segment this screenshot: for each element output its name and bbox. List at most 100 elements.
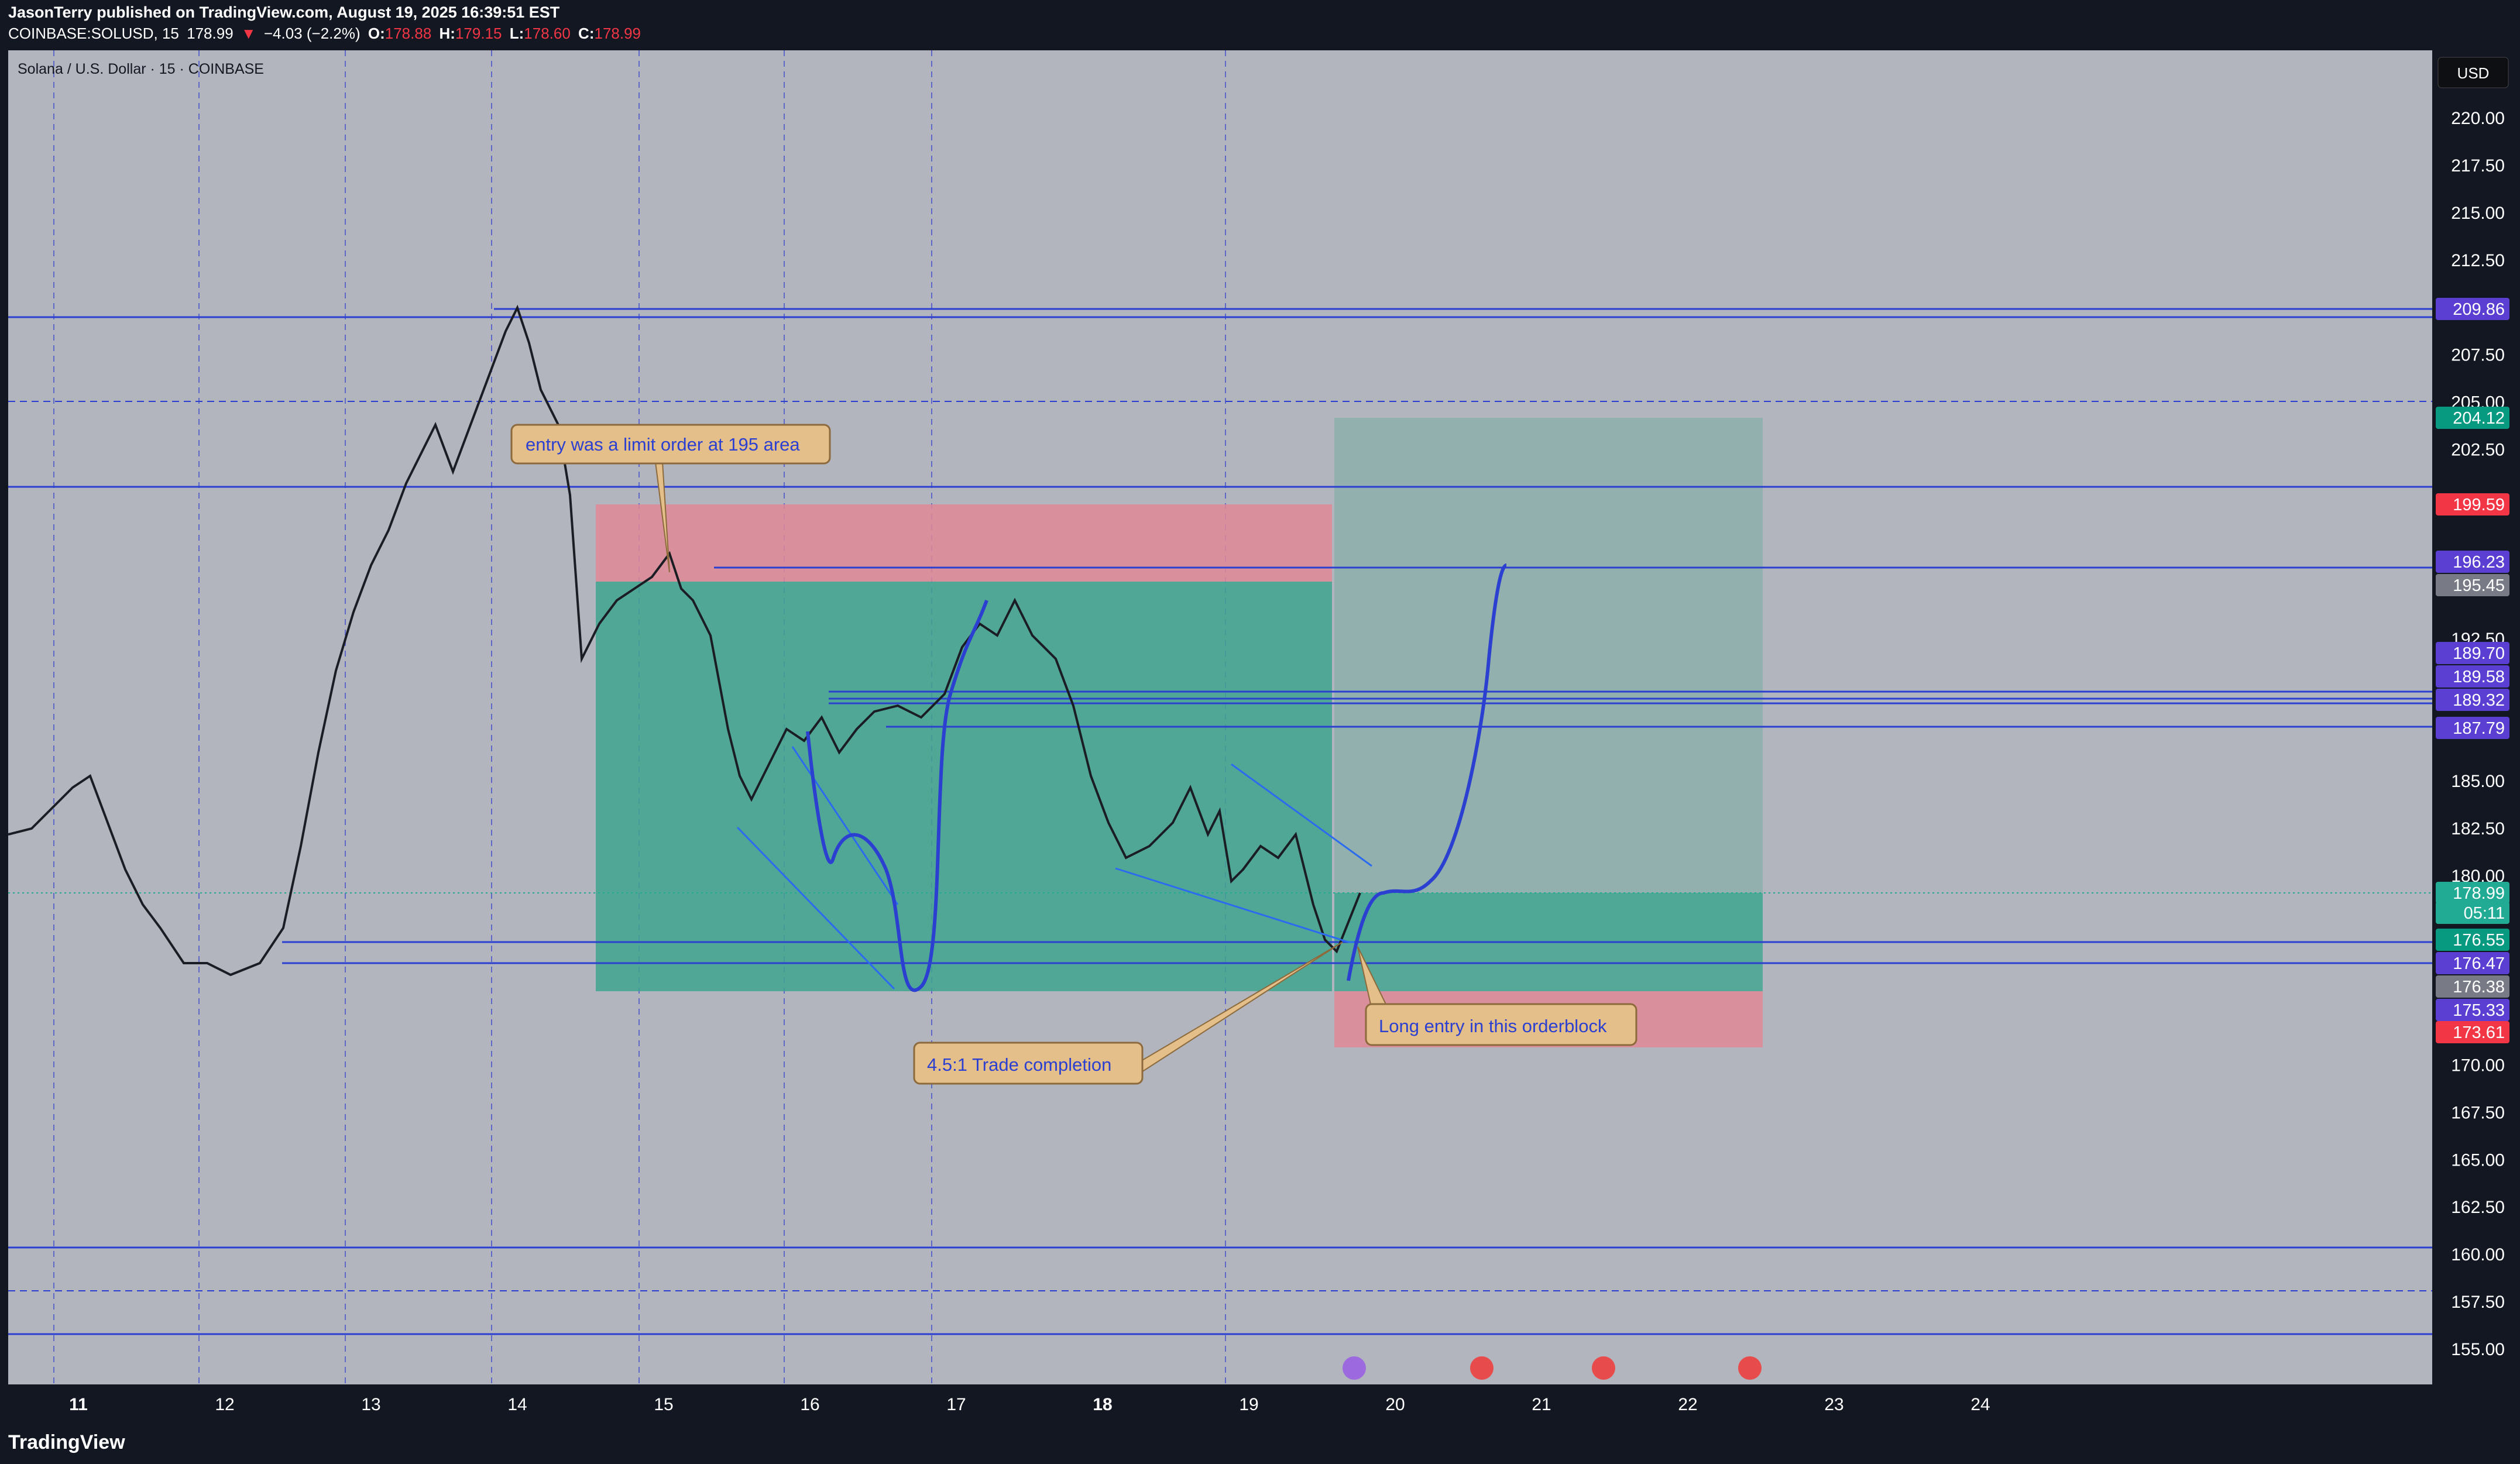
flag-icon [1738,1356,1762,1380]
price-level-labels: 209.86 204.12 199.59 196.23 195.45 189.70 189.… [2436,298,2509,1043]
high-value: 179.15 [455,25,502,42]
trend-lines[interactable] [736,746,1372,990]
price-label-box [2436,298,2509,320]
chart-header: JasonTerry published on TradingView.com,… [0,0,2520,50]
time-tick: 23 [1824,1395,1843,1414]
time-tick: 16 [800,1395,819,1414]
close-label: C: [578,25,595,42]
price-label: 199.59 [2453,496,2505,514]
long-entry-callout[interactable]: Long entry in this orderblock [1357,946,1637,1046]
price-label: 195.45 [2453,576,2505,595]
price-label: 176.55 [2453,931,2505,950]
currency-button-label: USD [2457,64,2490,82]
price-label: 178.99 [2453,884,2505,903]
published-line: JasonTerry published on TradingView.com,… [8,4,560,21]
price-label-box [2436,407,2509,429]
horizontal-levels[interactable] [8,308,2432,1335]
price-label: 196.23 [2453,553,2505,572]
price-label: 209.86 [2453,300,2505,319]
trade-completion-callout[interactable]: 4.5:1 Trade completion [913,941,1343,1085]
price-label-box [2436,999,2509,1021]
loss-zone-top[interactable] [596,504,1332,582]
price-label: 05:11 [2464,904,2505,923]
flag-icon [1470,1356,1494,1380]
price-label-box [2436,975,2509,998]
price-label-box [2436,574,2509,596]
time-tick: 12 [215,1395,234,1414]
price-tick: 167.50 [2451,1103,2505,1122]
price-label: 189.32 [2453,691,2505,710]
price-tick: 157.50 [2451,1293,2505,1312]
price-tick: 155.00 [2451,1340,2505,1359]
close-value: 178.99 [594,25,641,42]
price-tick: 170.00 [2451,1056,2505,1075]
projection-path-left[interactable] [806,599,988,992]
projection-path-right[interactable] [1347,563,1508,981]
price-label: 187.79 [2453,719,2505,738]
currency-button[interactable] [2437,57,2509,88]
time-axis[interactable] [8,1384,2513,1423]
price-tick: 220.00 [2451,109,2505,128]
price-tick: 215.00 [2451,204,2505,223]
dashed-levels [8,401,2432,1291]
low-value: 178.60 [524,25,571,42]
open-label: O: [368,25,385,42]
symbol-label: COINBASE:SOLUSD, 15 [8,25,179,42]
price-label-box [2436,929,2509,951]
price-label: 204.12 [2453,409,2505,428]
flag-icon [1592,1356,1615,1380]
price-label: 189.58 [2453,668,2505,686]
time-tick: 22 [1678,1395,1697,1414]
price-label-box [2436,665,2509,688]
legend-title: Solana / U.S. Dollar · 15 · COINBASE [18,61,264,77]
price-series [8,304,1361,977]
entry-note-text: entry was a limit order at 195 area [526,434,800,455]
time-tick: 14 [507,1395,527,1414]
price-label-box [2436,882,2509,904]
price-tick: 202.50 [2451,440,2505,459]
price-label: 176.47 [2453,954,2505,973]
low-label: L: [509,25,524,42]
time-tick: 11 [69,1395,88,1414]
price-label-box [2436,493,2509,516]
time-tick: 15 [654,1395,673,1414]
price-label-box [2436,902,2509,924]
price-label-box [2436,642,2509,664]
ohlc-line: COINBASE:SOLUSD, 15 178.99 ▼ −4.03 (−2.2… [8,25,644,43]
price-label: 176.38 [2453,978,2505,996]
target-zone[interactable] [1334,418,1763,943]
price-tick: 162.50 [2451,1198,2505,1217]
price-label: 175.33 [2453,1001,2505,1020]
price-label-box [2436,551,2509,573]
time-tick: 13 [361,1395,380,1414]
price-tick: 212.50 [2451,251,2505,270]
time-tick-labels: 11 12 13 14 15 16 17 18 19 20 21 22 23 24 [69,1395,1990,1414]
price-tick: 217.50 [2451,156,2505,176]
price-label-box [2436,717,2509,739]
open-value: 178.88 [384,25,432,42]
change-value: −4.03 (−2.2%) [263,25,361,42]
earnings-icon [1343,1356,1366,1380]
price-tick: 185.00 [2451,772,2505,791]
event-markers[interactable] [1343,1356,1762,1380]
price-label-box [2436,1021,2509,1043]
time-tick: 20 [1385,1395,1405,1414]
tradingview-logo[interactable]: TradingView [8,1431,125,1453]
price-tick: 207.50 [2451,346,2505,365]
long-entry-text: Long entry in this orderblock [1379,1016,1607,1036]
time-tick: 24 [1970,1395,1990,1414]
chart-canvas[interactable]: entry was a limit order at 195 area 4.5:… [8,50,2513,1423]
change-arrow-icon: ▼ [241,25,256,42]
price-label-box [2436,952,2509,974]
time-tick: 19 [1239,1395,1258,1414]
price-label: 189.70 [2453,644,2505,663]
high-label: H: [439,25,455,42]
time-tick: 18 [1093,1395,1112,1414]
time-tick: 21 [1532,1395,1551,1414]
trade-completion-text: 4.5:1 Trade completion [927,1054,1111,1075]
price-label: 173.61 [2453,1023,2505,1042]
price-tick: 160.00 [2451,1245,2505,1264]
last-price: 178.99 [187,25,234,42]
price-tick: 165.00 [2451,1150,2505,1170]
entry-note-callout[interactable]: entry was a limit order at 195 area [510,424,831,573]
